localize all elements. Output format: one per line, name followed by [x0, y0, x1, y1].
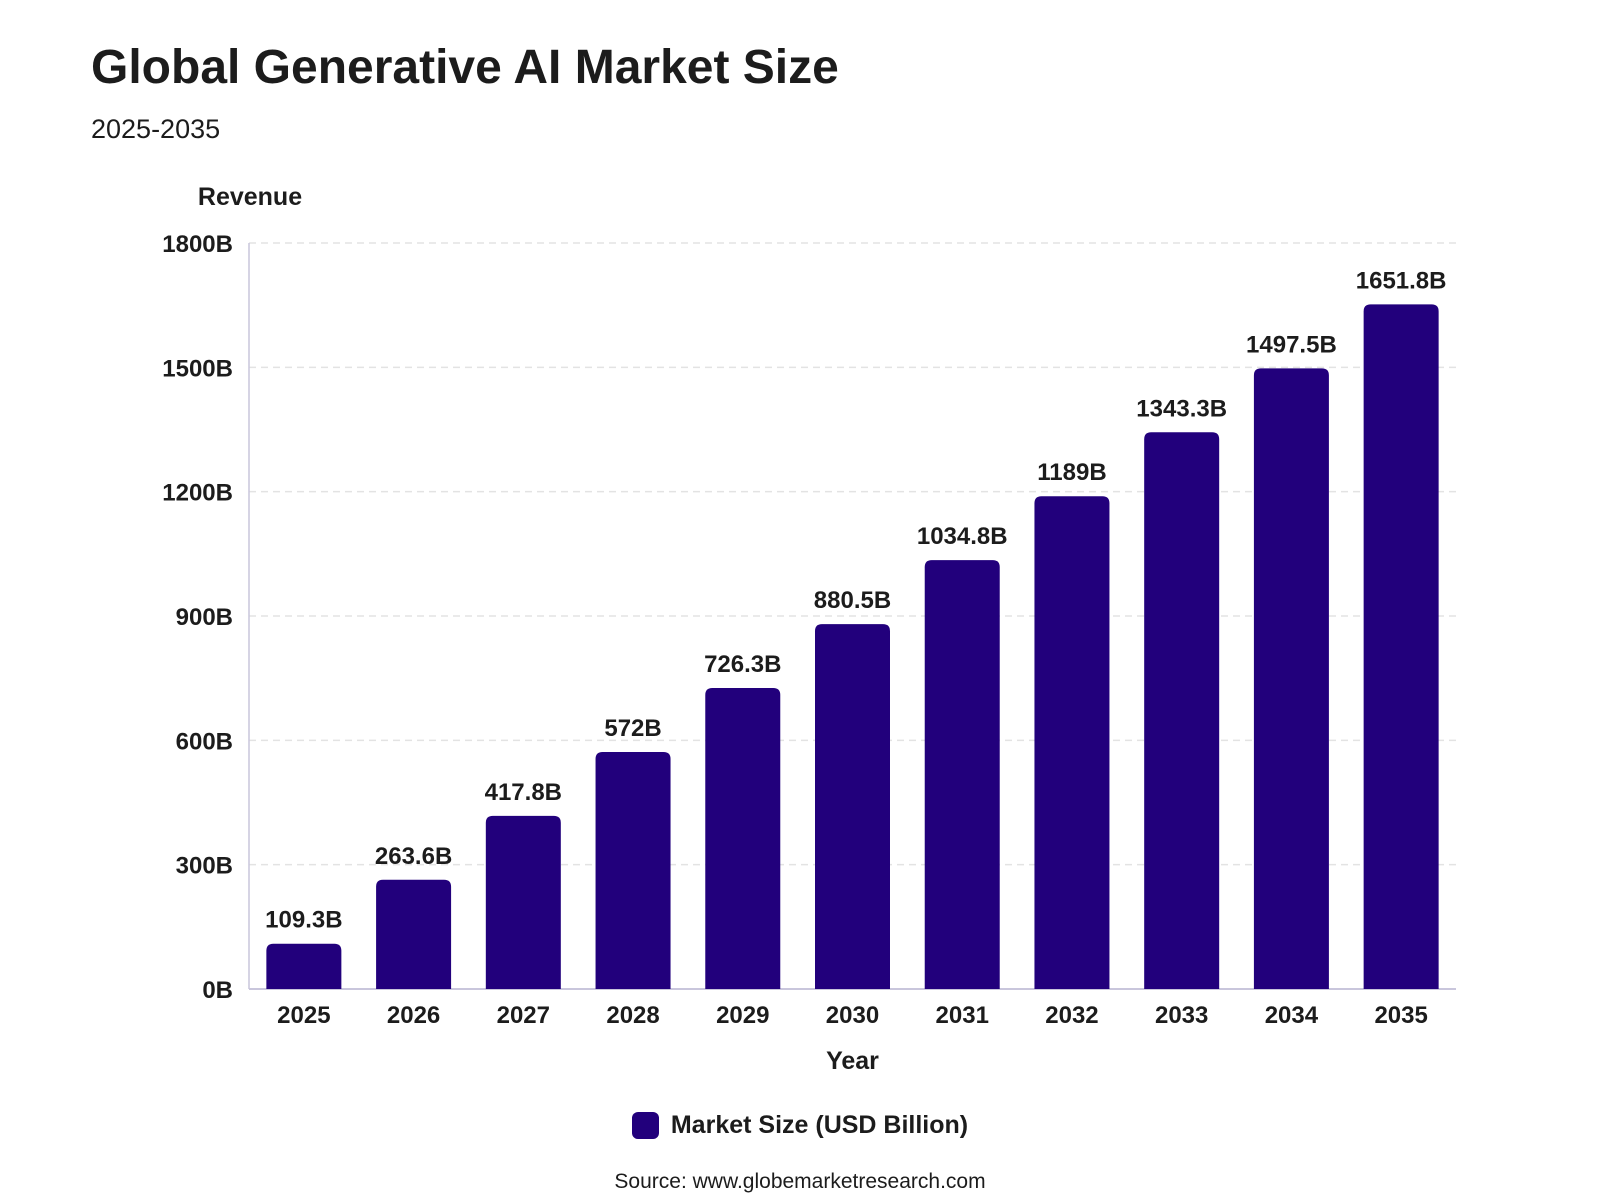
- data-label: 572B: [604, 715, 661, 742]
- data-label: 1497.5B: [1246, 331, 1337, 358]
- y-tick-label: 0B: [202, 977, 233, 1004]
- x-tick-label: 2033: [1155, 1002, 1208, 1029]
- x-tick-label: 2025: [277, 1002, 330, 1029]
- bar-chart: 0B 300B 600B 900B 1200B 1500B 1800B Revenue 109.…: [162, 183, 1456, 1075]
- data-label: 263.6B: [375, 843, 452, 870]
- bar: [485, 815, 561, 989]
- x-tick-label: 2028: [606, 1002, 659, 1029]
- bar: [1253, 368, 1329, 989]
- data-label: 1343.3B: [1136, 395, 1227, 422]
- bar: [1034, 496, 1110, 989]
- y-tick-label: 1800B: [162, 231, 233, 258]
- bar: [705, 687, 781, 989]
- x-tick-label: 2027: [497, 1002, 550, 1029]
- y-tick-label: 1200B: [162, 480, 233, 507]
- x-axis-title: Year: [826, 1047, 879, 1075]
- bar: [1363, 304, 1439, 989]
- data-label: 417.8B: [485, 779, 562, 806]
- y-tick-label: 1500B: [162, 355, 233, 382]
- y-tick-label: 300B: [176, 853, 233, 880]
- y-axis-title: Revenue: [198, 183, 302, 211]
- x-tick-label: 2031: [936, 1002, 989, 1029]
- data-label: 1034.8B: [917, 523, 1008, 550]
- y-tick-label: 900B: [176, 604, 233, 631]
- bar: [595, 751, 671, 989]
- bar: [924, 560, 1000, 989]
- legend-label: Market Size (USD Billion): [670, 1110, 969, 1139]
- data-label: 726.3B: [704, 651, 781, 678]
- data-label: 1189B: [1037, 459, 1106, 486]
- chart-legend[interactable]: Market Size (USD Billion): [0, 1108, 1600, 1142]
- chart-subtitle: 2025-2035: [91, 114, 221, 144]
- x-tick-label: 2030: [826, 1002, 879, 1029]
- data-label: 109.3B: [265, 907, 342, 934]
- bar: [376, 879, 452, 989]
- bar: [815, 624, 890, 989]
- data-label: 880.5B: [814, 587, 891, 614]
- bar: [1144, 432, 1220, 990]
- legend-swatch: [631, 1111, 659, 1139]
- x-tick-label: 2029: [716, 1002, 769, 1029]
- chart-title: Global Generative AI Market Size: [91, 41, 839, 94]
- bar: [266, 943, 342, 989]
- x-tick-label: 2032: [1045, 1002, 1098, 1029]
- x-tick-label: 2035: [1374, 1002, 1427, 1029]
- x-tick-label: 2026: [387, 1002, 440, 1029]
- data-label: 1651.8B: [1356, 267, 1447, 294]
- y-tick-label: 600B: [176, 728, 233, 755]
- source-note: Source: www.globemarketresearch.com: [614, 1170, 986, 1193]
- x-tick-label: 2034: [1265, 1002, 1319, 1029]
